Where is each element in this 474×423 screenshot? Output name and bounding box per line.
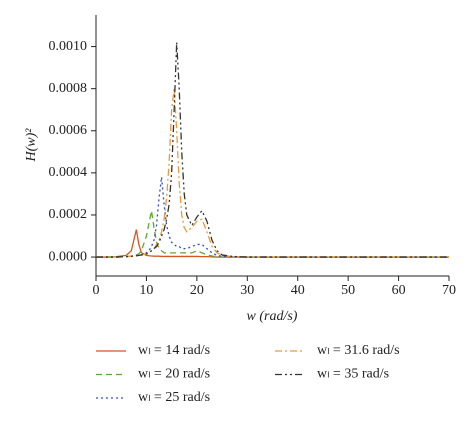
legend-label: wₗ = 31.6 rad/s (317, 343, 400, 358)
x-tick-label: 40 (291, 283, 305, 298)
x-axis-label: w (rad/s) (247, 309, 298, 324)
x-tick-label: 60 (392, 283, 406, 298)
y-tick-label: 0.0010 (49, 39, 88, 54)
legend-label: wₗ = 35 rad/s (317, 367, 389, 382)
legend-label: wₗ = 14 rad/s (138, 343, 210, 358)
series-line (96, 210, 449, 258)
y-tick-label: 0.0000 (49, 249, 88, 264)
legend-label: wₗ = 20 rad/s (138, 367, 210, 382)
y-tick-label: 0.0004 (49, 165, 88, 180)
series-line (96, 88, 449, 258)
x-tick-label: 20 (190, 283, 204, 298)
x-tick-label: 30 (240, 283, 254, 298)
x-tick-label: 10 (139, 283, 153, 298)
y-tick-label: 0.0006 (49, 123, 88, 138)
series-line (96, 229, 449, 258)
series-line (96, 176, 449, 258)
x-tick-label: 0 (93, 283, 100, 298)
x-tick-label: 50 (341, 283, 355, 298)
y-tick-label: 0.0008 (49, 81, 88, 96)
y-tick-label: 0.0002 (49, 207, 88, 222)
legend-label: wₗ = 25 rad/s (138, 390, 210, 405)
series-line (96, 42, 449, 258)
y-axis-label: H(w)² (24, 128, 39, 163)
x-tick-label: 70 (442, 283, 456, 298)
